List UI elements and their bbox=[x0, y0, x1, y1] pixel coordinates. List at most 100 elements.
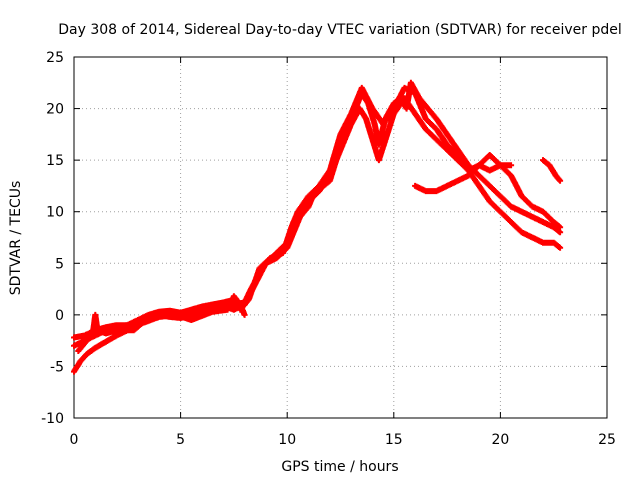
data-point bbox=[232, 308, 236, 311]
data-point bbox=[488, 153, 491, 157]
data-point bbox=[258, 267, 261, 270]
data-point bbox=[424, 189, 427, 193]
data-point bbox=[281, 251, 285, 255]
data-point bbox=[541, 241, 545, 244]
x-tick-label: 20 bbox=[491, 432, 509, 448]
data-point bbox=[541, 220, 545, 224]
data-point bbox=[211, 303, 214, 306]
data-point bbox=[72, 336, 76, 339]
data-point bbox=[94, 334, 97, 337]
data-point bbox=[488, 200, 491, 203]
x-axis-label: GPS time / hours bbox=[281, 459, 398, 475]
data-point bbox=[403, 97, 406, 100]
data-point bbox=[467, 174, 470, 177]
y-tick-label: 25 bbox=[46, 50, 64, 66]
data-point bbox=[435, 138, 438, 141]
data-point bbox=[243, 313, 246, 317]
data-point bbox=[77, 349, 80, 353]
data-point bbox=[377, 158, 381, 162]
data-point bbox=[232, 295, 236, 298]
data-point bbox=[477, 184, 481, 188]
data-point bbox=[413, 91, 417, 95]
data-point bbox=[296, 210, 300, 213]
data-point bbox=[190, 318, 193, 322]
plot-frame bbox=[73, 56, 608, 419]
y-tick-label: 10 bbox=[46, 205, 64, 221]
data-point bbox=[456, 179, 459, 182]
data-point bbox=[558, 231, 562, 234]
data-point bbox=[290, 226, 293, 229]
series-track-d bbox=[412, 152, 564, 231]
data-point bbox=[520, 231, 523, 234]
data-point bbox=[83, 334, 86, 337]
data-point bbox=[558, 179, 562, 182]
data-point bbox=[96, 329, 99, 332]
series-track-e bbox=[540, 157, 564, 184]
data-point bbox=[126, 324, 129, 327]
data-point bbox=[552, 220, 555, 224]
data-point bbox=[72, 370, 76, 373]
data-point bbox=[175, 313, 178, 317]
data-point bbox=[552, 241, 555, 244]
data-point bbox=[509, 205, 513, 208]
data-point bbox=[115, 329, 118, 332]
data-point bbox=[104, 340, 108, 343]
data-point bbox=[403, 86, 406, 90]
data-point bbox=[426, 107, 430, 110]
data-point bbox=[552, 226, 555, 229]
data-point bbox=[307, 195, 310, 198]
x-tick-label: 15 bbox=[385, 432, 403, 448]
data-point bbox=[104, 332, 108, 335]
data-point bbox=[488, 184, 491, 188]
data-point bbox=[350, 122, 353, 126]
data-point bbox=[381, 122, 385, 126]
y-tick-label: 5 bbox=[55, 256, 64, 272]
data-point bbox=[85, 352, 89, 356]
data-point bbox=[72, 344, 76, 347]
y-tick-label: 15 bbox=[46, 153, 64, 169]
y-tick-label: 20 bbox=[46, 102, 64, 118]
data-point bbox=[371, 107, 374, 110]
x-tick-label: 10 bbox=[278, 432, 296, 448]
chart-title: Day 308 of 2014, Sidereal Day-to-day VTE… bbox=[58, 22, 622, 38]
data-point bbox=[405, 107, 408, 110]
data-point bbox=[115, 334, 118, 337]
y-tick-label: -10 bbox=[41, 411, 64, 427]
data-point bbox=[456, 153, 459, 157]
y-axis-label: SDTVAR / TECUs bbox=[8, 181, 24, 296]
data-point bbox=[92, 329, 95, 332]
data-point bbox=[477, 164, 481, 167]
data-point bbox=[158, 310, 161, 313]
x-tick-label: 5 bbox=[176, 432, 185, 448]
x-tick-label: 0 bbox=[70, 432, 79, 448]
data-point bbox=[435, 117, 438, 121]
data-point bbox=[373, 122, 376, 126]
data-point bbox=[558, 246, 562, 249]
data-point bbox=[445, 184, 449, 188]
data-point bbox=[339, 133, 342, 136]
data-point bbox=[136, 318, 140, 322]
data-point bbox=[318, 189, 321, 193]
data-point bbox=[141, 321, 144, 325]
data-point bbox=[413, 184, 417, 188]
data-point bbox=[247, 298, 250, 301]
tick-labels: 0 5 10 15 20 25 -10 -5 0 5 10 15 20 25 bbox=[41, 50, 616, 448]
series-track-f bbox=[75, 293, 248, 354]
data-point bbox=[350, 112, 353, 115]
data-point bbox=[424, 117, 427, 121]
y-tick-label: 0 bbox=[55, 308, 64, 324]
data-point bbox=[268, 256, 272, 260]
data-point bbox=[520, 195, 523, 198]
data-point bbox=[200, 310, 204, 313]
data-point bbox=[409, 81, 413, 85]
data-point bbox=[541, 210, 545, 213]
data-point bbox=[190, 308, 193, 311]
data-point bbox=[85, 339, 89, 342]
data-point bbox=[435, 128, 438, 131]
data-point bbox=[499, 164, 502, 167]
data-point bbox=[168, 309, 172, 312]
data-point bbox=[360, 86, 363, 90]
data-point bbox=[509, 164, 513, 167]
data-point bbox=[445, 143, 449, 146]
tick-marks bbox=[73, 56, 608, 419]
